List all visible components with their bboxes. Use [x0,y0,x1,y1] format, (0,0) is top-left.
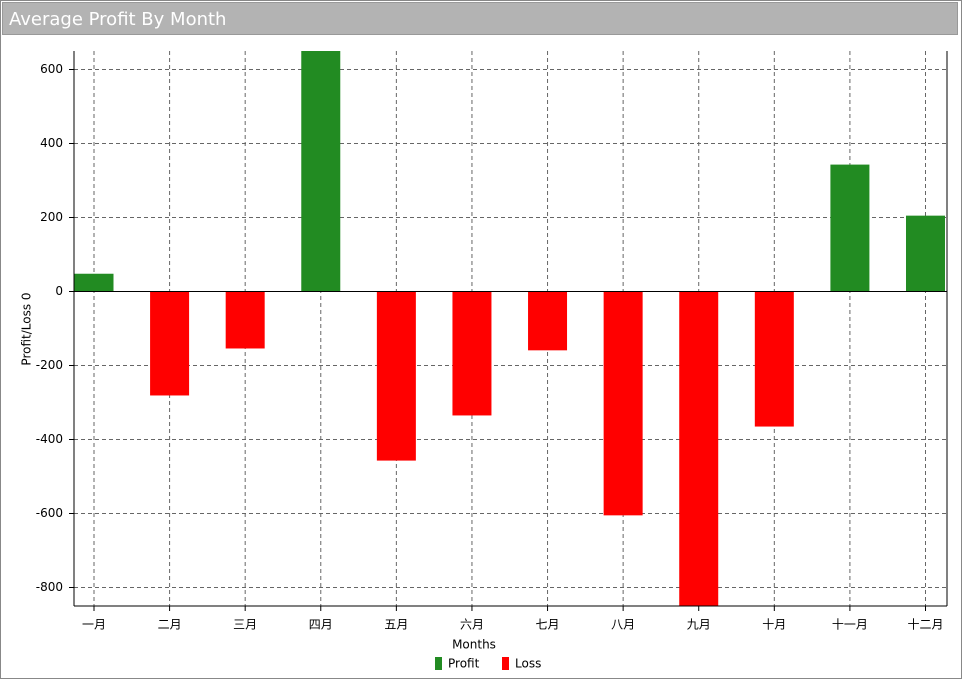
x-tick-label: 一月 [82,618,106,632]
x-tick-label: 十月 [762,618,786,632]
y-tick-label: -400 [36,432,63,446]
x-tick-label: 四月 [309,618,333,632]
y-tick-label: -800 [36,580,63,594]
x-tick-label: 二月 [158,618,182,632]
bar [452,291,492,416]
x-tick-label: 十一月 [832,618,868,632]
legend-swatch [435,657,442,670]
bar [150,291,190,396]
x-tick-label: 八月 [611,618,635,632]
chart-title: Average Profit By Month [2,2,958,35]
bar [528,291,568,351]
bar [603,291,643,516]
bar [376,291,416,461]
bar [754,291,794,427]
x-axis-label: Months [452,638,496,652]
legend-label: Loss [515,657,541,671]
y-tick-label: -600 [36,506,63,520]
x-tick-label: 七月 [536,618,560,632]
x-tick-label: 十二月 [907,618,943,632]
bar [679,291,719,606]
y-tick-label: -200 [36,358,63,372]
x-tick-label: 三月 [233,618,257,632]
y-tick-label: 600 [40,62,63,76]
y-axis-label: Profit/Loss 0 [20,292,34,365]
y-tick-label: 0 [55,284,63,298]
y-tick-label: 200 [40,210,63,224]
x-tick-label: 五月 [384,618,408,632]
bar [830,164,870,292]
bar [301,51,341,292]
legend-swatch [502,657,509,670]
bar [74,273,114,292]
x-tick-label: 九月 [687,618,711,632]
legend-label: Profit [448,657,480,671]
bar [905,215,945,292]
x-tick-label: 六月 [460,618,484,632]
y-tick-label: 400 [40,136,63,150]
bar [225,291,265,349]
